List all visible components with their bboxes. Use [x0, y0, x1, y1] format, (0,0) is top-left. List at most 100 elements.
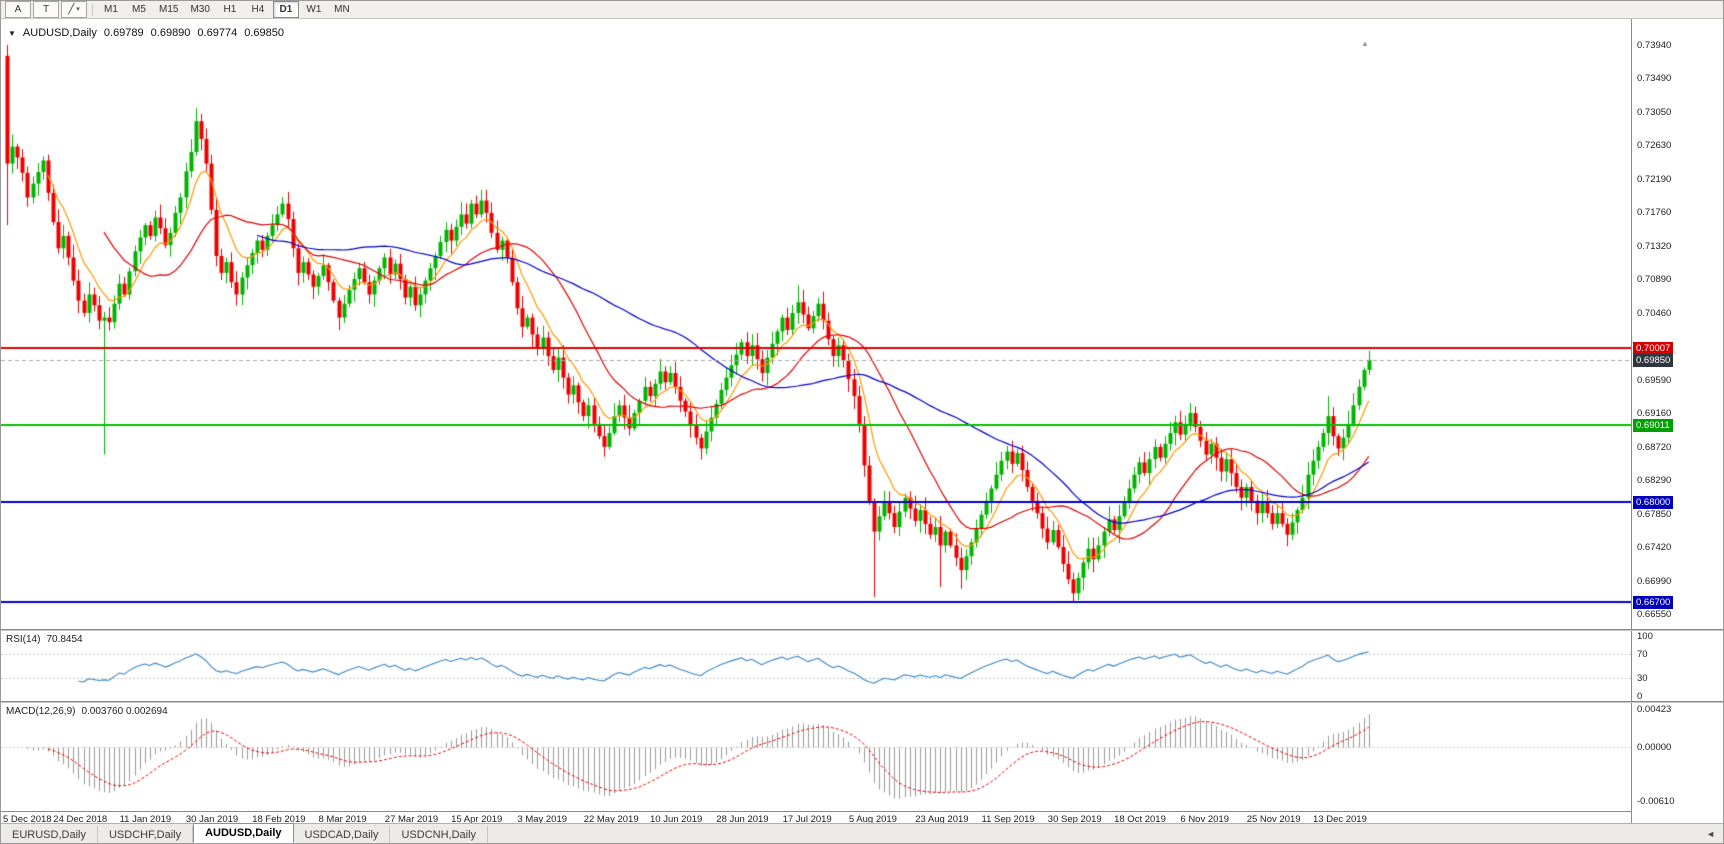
- macd-axis-label: -0.00610: [1637, 796, 1675, 807]
- chart-shift-icon[interactable]: ▲: [1361, 39, 1369, 48]
- time-axis-label: 17 Jul 2019: [782, 814, 832, 825]
- time-axis-label: 27 Mar 2019: [384, 814, 439, 825]
- rsi-axis-label: 0: [1637, 691, 1643, 702]
- price-axis[interactable]: 0.73940 0.73490 0.73050 0.72630 0.72190 0.717…: [1631, 19, 1723, 825]
- symbol-collapse-icon[interactable]: ▼: [8, 28, 16, 38]
- price-axis-label: 0.73490: [1637, 73, 1672, 85]
- line-style-tool-button[interactable]: ╱ ▾: [61, 1, 87, 18]
- timeframe-h4-button[interactable]: H4: [251, 4, 265, 15]
- time-axis-label: 22 May 2019: [583, 814, 639, 825]
- price-tag-level: 0.68000: [1633, 496, 1674, 510]
- price-axis-label: 0.72190: [1637, 173, 1672, 185]
- tool-buttons: A T ╱ ▾: [4, 1, 88, 18]
- macd-values: 0.003760 0.002694: [81, 706, 168, 717]
- tab-scroll-left-button[interactable]: ◄: [1706, 828, 1715, 839]
- time-axis-label: 18 Feb 2019: [252, 814, 306, 825]
- rsi-label: RSI(14) 70.8454: [6, 634, 83, 645]
- timeframe-m1-button[interactable]: M1: [104, 4, 118, 15]
- tabs-container: EURUSD,Daily USDCHF,Daily AUDUSD,Daily USDC…: [1, 823, 489, 843]
- time-axis-label: 30 Jan 2019: [185, 814, 239, 825]
- time-axis-label: 25 Nov 2019: [1246, 814, 1301, 825]
- price-axis-label: 0.70890: [1637, 274, 1672, 286]
- pointer-tool-button[interactable]: A: [5, 1, 31, 18]
- tab-usdcad[interactable]: USDCAD,Daily: [294, 826, 391, 843]
- time-axis-label: 3 May 2019: [517, 814, 568, 825]
- timeframe-buttons: M1 M5 M15 M30 H1 H4 D1 W1 MN: [97, 1, 356, 18]
- chart-title: ▼ AUDUSD,Daily 0.69789 0.69890 0.69774 0…: [8, 27, 284, 39]
- ohlc-open: 0.69789: [103, 27, 144, 39]
- ohlc-high: 0.69890: [150, 27, 191, 39]
- timeframe-m30-button[interactable]: M30: [190, 4, 210, 15]
- price-axis-label: 0.73940: [1637, 40, 1672, 51]
- price-axis-label: 0.67420: [1637, 542, 1672, 554]
- rsi-axis-label: 70: [1637, 649, 1648, 660]
- time-axis-label: 13 Dec 2019: [1313, 814, 1367, 825]
- time-axis[interactable]: 5 Dec 2018 24 Dec 2018 11 Jan 2019 30 Jan 2…: [1, 811, 1631, 825]
- time-axis-label: 5 Aug 2019: [848, 814, 897, 825]
- time-axis-label: 18 Oct 2019: [1114, 814, 1166, 825]
- tab-eurusd[interactable]: EURUSD,Daily: [1, 826, 98, 843]
- price-axis-label: 0.69160: [1637, 408, 1672, 420]
- price-axis-label: 0.72630: [1637, 140, 1672, 152]
- rsi-panel: RSI(14) 70.8454: [1, 631, 1631, 701]
- price-axis-label: 0.70460: [1637, 307, 1672, 319]
- ohlc-close: 0.69850: [244, 27, 284, 39]
- timeframe-w1-button[interactable]: W1: [306, 4, 322, 15]
- timeframe-m15-button[interactable]: M15: [159, 4, 179, 15]
- rsi-axis-label: 100: [1637, 631, 1653, 642]
- price-axis-label: 0.71760: [1637, 207, 1672, 219]
- time-axis-label: 23 Aug 2019: [915, 814, 969, 825]
- price-axis-label: 0.66990: [1637, 575, 1672, 587]
- macd-canvas[interactable]: [1, 703, 1631, 811]
- price-axis-label: 0.73050: [1637, 106, 1672, 118]
- time-axis-label: 11 Sep 2019: [981, 814, 1035, 825]
- price-tag-level: 0.69011: [1633, 418, 1673, 432]
- time-axis-label: 28 Jun 2019: [716, 814, 769, 825]
- timeframe-d1-button[interactable]: D1: [272, 1, 299, 18]
- price-chart-canvas[interactable]: [1, 19, 1631, 629]
- price-axis-label: 0.68720: [1637, 441, 1672, 453]
- time-axis-label: 6 Nov 2019: [1180, 814, 1229, 825]
- price-axis-label: 0.67850: [1637, 508, 1672, 520]
- macd-label: MACD(12,26,9) 0.003760 0.002694: [6, 706, 168, 717]
- chart-tabs-bar: EURUSD,Daily USDCHF,Daily AUDUSD,Daily USDC…: [1, 823, 1723, 843]
- price-axis-label: 0.66550: [1637, 609, 1672, 620]
- rsi-name: RSI(14): [6, 634, 41, 645]
- chevron-down-icon: ▾: [76, 6, 80, 13]
- price-tag-level: 0.66700: [1633, 596, 1674, 610]
- rsi-axis-label: 30: [1637, 673, 1648, 684]
- time-axis-label: 24 Dec 2018: [53, 814, 108, 825]
- price-tag-current: 0.69850: [1633, 353, 1674, 367]
- time-axis-label: 15 Apr 2019: [451, 814, 503, 825]
- price-tag-level: 0.70007: [1633, 341, 1674, 355]
- timeframe-h1-button[interactable]: H1: [223, 4, 237, 15]
- panel-splitter[interactable]: [1, 629, 1723, 631]
- tab-usdcnh[interactable]: USDCNH,Daily: [390, 826, 489, 843]
- timeframe-m5-button[interactable]: M5: [132, 4, 146, 15]
- timeframe-mn-button[interactable]: MN: [334, 4, 350, 15]
- price-chart-panel: ▼ AUDUSD,Daily 0.69789 0.69890 0.69774 0…: [1, 19, 1631, 629]
- rsi-value: 70.8454: [46, 634, 83, 645]
- price-axis-label: 0.68290: [1637, 475, 1672, 487]
- macd-axis-label: 0.00423: [1637, 704, 1672, 715]
- tab-audusd[interactable]: AUDUSD,Daily: [193, 823, 294, 843]
- time-axis-label: 5 Dec 2018: [3, 814, 52, 825]
- toolbar-separator: [92, 3, 93, 16]
- price-axis-label: 0.69590: [1637, 374, 1672, 386]
- time-axis-label: 30 Sep 2019: [1047, 814, 1102, 825]
- tab-usdchf[interactable]: USDCHF,Daily: [98, 826, 194, 843]
- macd-name: MACD(12,26,9): [6, 706, 76, 717]
- rsi-canvas[interactable]: [1, 631, 1631, 701]
- time-axis-label: 11 Jan 2019: [119, 814, 172, 825]
- time-axis-label: 8 Mar 2019: [318, 814, 367, 825]
- time-axis-label: 10 Jun 2019: [650, 814, 703, 825]
- text-tool-button[interactable]: T: [33, 1, 59, 18]
- macd-panel: MACD(12,26,9) 0.003760 0.002694: [1, 703, 1631, 811]
- macd-axis-label: 0.00000: [1637, 741, 1672, 753]
- top-toolbar: A T ╱ ▾ M1 M5 M15 M30 H1 H4 D1 W1 MN: [1, 1, 1723, 19]
- panel-splitter[interactable]: [1, 701, 1723, 703]
- chart-symbol-period: AUDUSD,Daily: [22, 27, 97, 39]
- price-axis-label: 0.71320: [1637, 240, 1672, 252]
- ohlc-low: 0.69774: [197, 27, 238, 39]
